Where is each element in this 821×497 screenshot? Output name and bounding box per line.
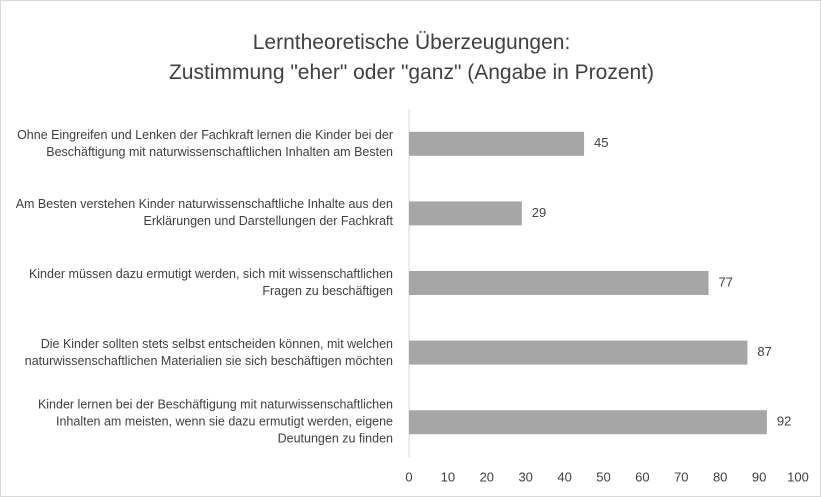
y-tick-label: Kinder müssen dazu ermutigt werden, sich… — [28, 267, 393, 298]
x-tick-label: 20 — [480, 469, 494, 484]
bar — [409, 410, 767, 435]
chart-title: Lerntheoretische Überzeugungen: — [252, 31, 571, 54]
value-label: 45 — [594, 135, 608, 150]
x-tick-label: 80 — [713, 469, 727, 484]
value-label: 87 — [757, 344, 771, 359]
bar — [409, 340, 748, 365]
x-tick-label: 50 — [596, 469, 610, 484]
x-tick-label: 60 — [635, 469, 649, 484]
y-tick-label: Die Kinder sollten stets selbst entschei… — [24, 336, 393, 368]
x-tick-label: 10 — [441, 469, 455, 484]
value-label: 92 — [777, 414, 791, 429]
bar — [409, 201, 522, 226]
x-tick-label: 30 — [518, 469, 532, 484]
y-tick-label: Ohne Eingreifen und Lenken der Fachkraft… — [17, 127, 393, 159]
value-label: 29 — [532, 205, 546, 220]
bar — [409, 271, 709, 295]
y-tick-label: Kinder lernen bei der Beschäftigung mit … — [37, 397, 393, 446]
value-label: 77 — [719, 274, 733, 289]
x-tick-label: 40 — [557, 469, 571, 484]
x-tick-label: 0 — [405, 469, 412, 484]
x-tick-label: 90 — [752, 469, 766, 484]
chart-subtitle: Zustimmung "eher" oder "ganz" (Angabe in… — [168, 61, 655, 84]
x-tick-label: 70 — [674, 469, 688, 484]
bar — [409, 131, 585, 156]
y-tick-label: Am Besten verstehen Kinder naturwissensc… — [15, 197, 393, 229]
x-tick-label: 100 — [787, 469, 809, 484]
